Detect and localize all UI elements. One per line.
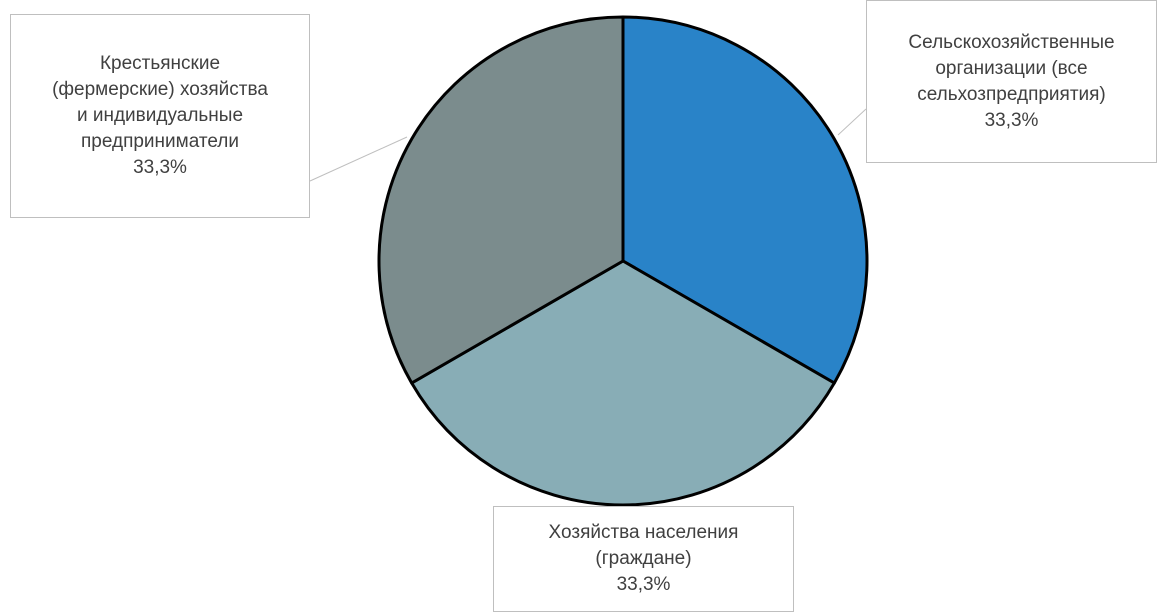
data-label-text: Крестьянские (фермерские) хозяйства и ин…: [52, 53, 268, 152]
leader-line-peasant-farms: [309, 136, 408, 182]
data-label-percent: 33,3%: [133, 157, 187, 178]
leader-line-agricultural-organizations: [837, 108, 867, 136]
data-label-percent: 33,3%: [616, 574, 671, 595]
pie-slice-peasant-farms: [377, 15, 625, 385]
data-label-peasant-farms: Крестьянские (фермерские) хозяйства и ин…: [10, 14, 310, 218]
pie-slices: [377, 15, 869, 507]
data-label-text: Хозяйства населения (граждане): [548, 522, 739, 569]
data-label-percent: 33,3%: [984, 109, 1039, 131]
pie-slice-agricultural-organizations: [621, 15, 869, 385]
data-label-agricultural-organizations: Сельскохозяйственные организации (все се…: [866, 0, 1157, 163]
data-label-households: Хозяйства населения (граждане) 33,3%: [493, 506, 794, 612]
pie-slice-households: [410, 259, 836, 507]
data-label-text: Сельскохозяйственные организации (все се…: [908, 31, 1115, 105]
